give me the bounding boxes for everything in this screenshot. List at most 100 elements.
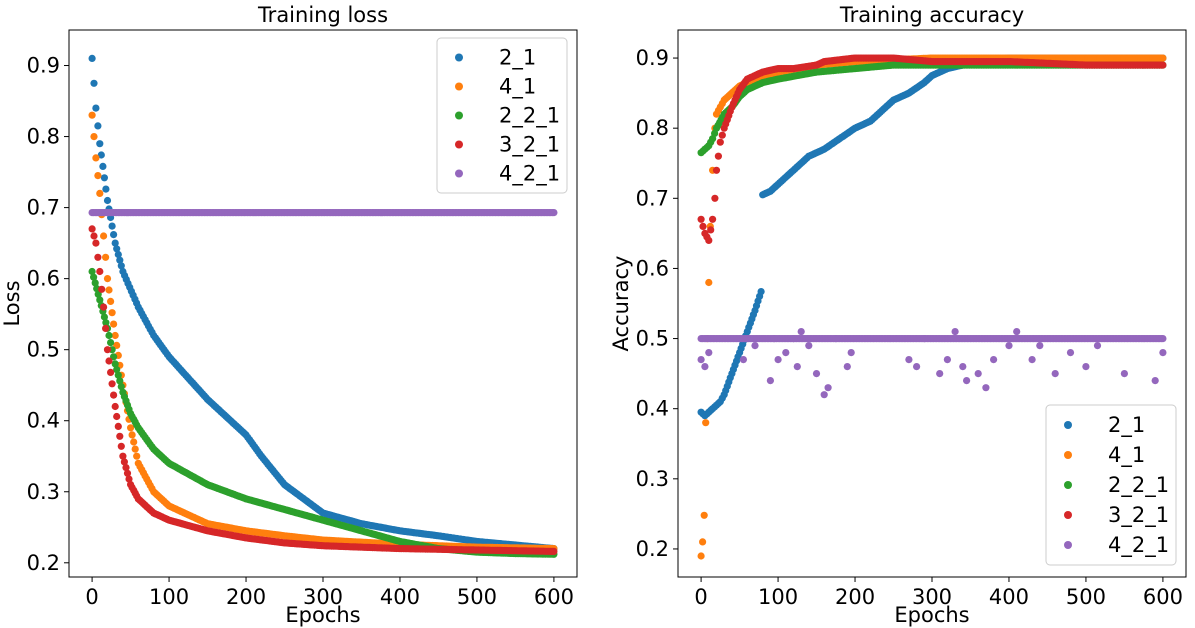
data-point — [774, 356, 782, 364]
data-point — [105, 357, 113, 365]
data-point — [712, 166, 721, 174]
data-point — [110, 320, 118, 328]
legend-box — [436, 37, 568, 194]
data-point — [1159, 54, 1167, 62]
data-point — [94, 172, 102, 180]
data-point — [1159, 349, 1167, 357]
data-point — [789, 335, 798, 343]
legend-marker — [455, 82, 463, 91]
data-point — [1051, 370, 1059, 378]
y-tick-label: 0.2 — [636, 537, 669, 561]
legend-marker — [455, 111, 463, 120]
data-point — [111, 402, 119, 411]
data-point — [113, 341, 121, 349]
data-point — [96, 140, 104, 148]
data-point — [111, 360, 119, 368]
legend-marker — [1064, 511, 1072, 519]
data-point — [92, 104, 100, 112]
data-point — [700, 511, 708, 519]
x-tick-label: 600 — [1143, 585, 1183, 609]
x-tick-label: 100 — [149, 585, 189, 609]
y-tick-label: 0.5 — [636, 327, 669, 351]
data-point — [959, 363, 967, 371]
data-point — [982, 384, 990, 392]
data-point — [90, 232, 98, 240]
data-point — [782, 349, 790, 357]
data-point — [697, 552, 705, 560]
x-tick-label: 100 — [758, 585, 798, 609]
series-4_2_1 — [697, 328, 1167, 399]
chart-panel-1: Training loss 0 100 200 300 400 500 600 0.2 0.3 0.… — [0, 3, 578, 627]
data-point — [1013, 328, 1021, 336]
data-point — [94, 253, 102, 261]
data-point — [116, 432, 124, 440]
data-point — [714, 152, 723, 160]
y-tick-label: 0.4 — [27, 409, 60, 433]
x-axis-label: Epochs — [894, 603, 969, 627]
data-point — [1036, 342, 1044, 350]
legend-marker — [455, 140, 463, 149]
x-tick-label: 0 — [85, 585, 98, 609]
y-tick-label: 0.8 — [636, 116, 669, 140]
data-point — [117, 383, 125, 391]
chart-title: Training accuracy — [839, 3, 1024, 27]
data-point — [550, 209, 558, 217]
data-point — [963, 377, 971, 385]
data-point — [120, 458, 128, 466]
data-point — [90, 79, 98, 87]
data-point — [805, 342, 813, 350]
y-tick-label: 0.6 — [636, 256, 669, 280]
x-tick-label: 400 — [380, 585, 420, 609]
data-point — [131, 445, 139, 453]
series-4_2_1 — [88, 209, 558, 217]
data-point — [699, 538, 707, 546]
data-point — [108, 309, 116, 317]
data-point — [1151, 377, 1159, 385]
legend-label: 2_2_1 — [499, 104, 560, 129]
data-point — [757, 288, 765, 296]
data-point — [113, 412, 121, 421]
data-point — [113, 245, 121, 253]
data-point — [102, 319, 110, 327]
x-tick-label: 0 — [694, 585, 707, 609]
data-point — [94, 290, 102, 298]
data-point — [1066, 349, 1075, 357]
data-point — [103, 346, 112, 354]
data-point — [107, 339, 115, 347]
data-point — [103, 275, 112, 283]
y-tick-label: 0.5 — [27, 338, 60, 362]
data-point — [751, 342, 759, 350]
data-point — [920, 335, 928, 343]
data-point — [98, 285, 106, 293]
data-point — [905, 356, 913, 364]
y-tick-label: 0.7 — [636, 186, 669, 210]
x-tick-label: 400 — [989, 585, 1029, 609]
data-point — [709, 215, 717, 223]
data-point — [133, 452, 141, 460]
data-point — [116, 256, 124, 264]
data-point — [91, 279, 99, 287]
data-point — [117, 262, 125, 270]
data-point — [130, 438, 138, 446]
data-point — [697, 215, 705, 223]
data-point — [974, 370, 982, 378]
data-point — [122, 464, 130, 472]
y-tick-label: 0.3 — [636, 467, 669, 491]
x-tick-label: 200 — [835, 585, 875, 609]
data-point — [97, 151, 105, 159]
data-point — [116, 377, 124, 385]
data-point — [111, 331, 119, 340]
data-point — [117, 442, 125, 450]
data-point — [1005, 342, 1013, 350]
data-point — [110, 353, 118, 361]
legend-marker — [1064, 541, 1072, 549]
data-point — [951, 328, 959, 336]
series-4_1 — [88, 111, 558, 553]
data-point — [843, 363, 851, 371]
legend-marker — [455, 53, 463, 62]
data-point — [88, 54, 96, 63]
data-point — [88, 225, 96, 233]
data-point — [820, 391, 828, 399]
data-point — [711, 194, 719, 202]
data-point — [114, 422, 122, 430]
